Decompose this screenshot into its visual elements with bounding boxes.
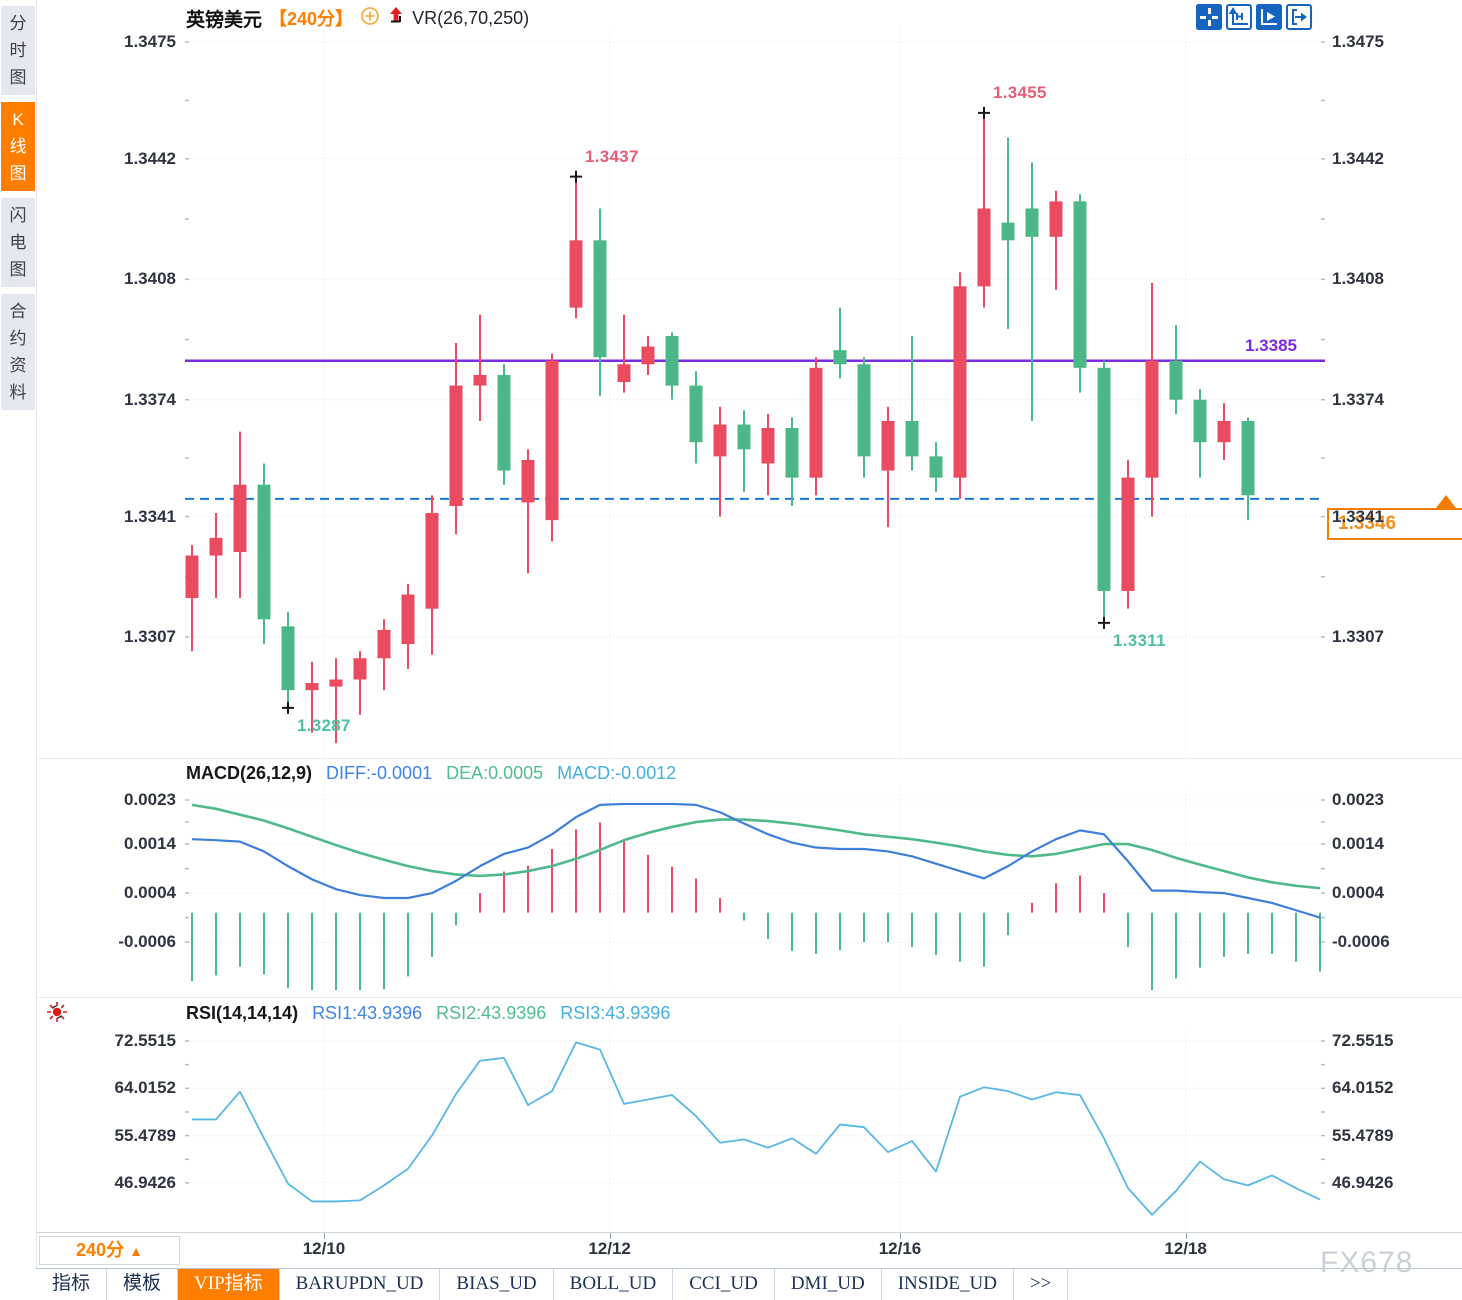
current-price-box: 1.3346: [1327, 507, 1462, 540]
x-axis-tick: [609, 1233, 611, 1239]
x-axis-date-12/16: 12/16: [878, 1239, 922, 1258]
y-axis-tick-right: 1.3475: [1332, 32, 1384, 51]
indicator-tab-模板[interactable]: 模板: [107, 1269, 179, 1300]
y-axis-tick-right: 72.5515: [1332, 1031, 1394, 1050]
indicator-tab-DMI_UD[interactable]: DMI_UD: [775, 1269, 882, 1300]
y-axis-tick-right: 1.3374: [1332, 389, 1384, 409]
indicator-tab->>[interactable]: >>: [1014, 1269, 1069, 1300]
export-icon[interactable]: [1286, 4, 1312, 30]
rsi-chart-canvas[interactable]: [185, 1030, 1325, 1232]
period-button-arrow-icon: ▲: [129, 1243, 143, 1259]
indicator-tab-BOLL_UD[interactable]: BOLL_UD: [554, 1269, 674, 1300]
y-axis-tick-right: 0.0014: [1332, 834, 1384, 854]
y-axis-tick-left: 0.0004: [124, 883, 176, 903]
y-axis-tick-left: 64.0152: [114, 1078, 176, 1098]
x-axis-tick: [324, 1233, 325, 1239]
y-axis-tick-left: 72.5515: [114, 1031, 176, 1050]
period-button-label: 240分: [76, 1240, 125, 1260]
x-axis-tick: [900, 1233, 901, 1239]
macd-diff-readout: DIFF:-0.0001: [326, 763, 433, 783]
y-axis-tick-right: 55.4789: [1332, 1125, 1394, 1145]
rsi-title: RSI(14,14,14): [186, 1003, 299, 1023]
y-axis-tick-right: 1.3307: [1332, 627, 1384, 646]
y-axis-tick-left: 46.9426: [114, 1172, 176, 1192]
watermark: FX678: [1320, 1246, 1414, 1279]
add-indicator-icon[interactable]: [360, 6, 380, 31]
panel-separator: [36, 997, 1462, 998]
x-axis-date-12/18: 12/18: [1164, 1239, 1207, 1258]
crosshair-icon[interactable]: [1196, 4, 1222, 30]
price-annotation-1.3455: 1.3455: [993, 82, 1047, 102]
symbol-title: 英镑美元: [186, 9, 263, 31]
macd-title: MACD(26,12,9): [186, 763, 313, 783]
vr-indicator-label[interactable]: VR(26,70,250): [412, 7, 530, 28]
rsi1-readout: RSI1:43.9396: [312, 1003, 423, 1023]
resistance-price-label: 1.3385: [1245, 335, 1297, 355]
indicator-tab-bar: 指标 模板 VIP指标 BARUPDN_UD BIAS_UD BOLL_UD CCI_UD D…: [36, 1268, 1462, 1300]
price-chart-canvas[interactable]: [185, 30, 1325, 758]
price-annotation-1.3437: 1.3437: [585, 146, 639, 166]
y-axis-tick-left: -0.0006: [118, 932, 176, 952]
y-axis-tick-left: 0.0023: [124, 790, 176, 809]
axis-play-icon[interactable]: [1256, 4, 1282, 30]
rsi2-readout: RSI2:43.9396: [436, 1003, 547, 1023]
period-label[interactable]: 【240分】: [269, 9, 354, 29]
price-up-arrow-icon: [387, 5, 405, 32]
y-axis-tick-left: 1.3408: [124, 269, 176, 289]
panel-separator: [36, 758, 1462, 759]
indicator-tab-CCI_UD[interactable]: CCI_UD: [673, 1269, 775, 1300]
sidebar-tab-4[interactable]: 合约资料: [1, 294, 35, 410]
price-annotation-1.3287: 1.3287: [297, 715, 351, 735]
indicator-tab-指标[interactable]: 指标: [36, 1269, 108, 1300]
indicator-tab-BARUPDN_UD[interactable]: BARUPDN_UD: [280, 1269, 441, 1300]
alert-dot-icon[interactable]: [44, 999, 70, 1025]
macd-chart-canvas[interactable]: [185, 790, 1325, 990]
price-annotation-1.3311: 1.3311: [1113, 630, 1166, 650]
indicator-tab-VIP指标[interactable]: VIP指标: [178, 1269, 280, 1300]
x-axis-tick: [1185, 1233, 1187, 1239]
sidebar-tab-3[interactable]: 闪电图: [1, 198, 35, 287]
y-axis-tick-right: 46.9426: [1332, 1172, 1394, 1192]
y-axis-tick-right: 0.0004: [1332, 883, 1384, 903]
y-axis-tick-right: 64.0152: [1332, 1078, 1394, 1098]
indicator-tab-INSIDE_UD[interactable]: INSIDE_UD: [882, 1269, 1014, 1300]
chart-header: 英镑美元 【240分】 VR(26,70,250): [186, 5, 529, 31]
macd-dea-readout: DEA:0.0005: [446, 763, 544, 783]
y-axis-tick-right: -0.0006: [1332, 932, 1390, 952]
y-axis-tick-right: 1.3408: [1332, 269, 1384, 289]
macd-hist-readout: MACD:-0.0012: [557, 763, 677, 783]
y-axis-tick-left: 1.3442: [124, 148, 176, 168]
rsi3-readout: RSI3:43.9396: [560, 1003, 671, 1023]
y-axis-tick-left: 55.4789: [114, 1125, 176, 1145]
y-axis-tick-right: 0.0023: [1332, 790, 1384, 809]
indicator-tab-BIAS_UD[interactable]: BIAS_UD: [440, 1269, 554, 1300]
chart-toolbar: [1196, 4, 1312, 30]
macd-header: MACD(26,12,9) DIFF:-0.0001 DEA:0.0005 MA…: [186, 763, 676, 784]
current-price-marker-icon: [1436, 494, 1456, 508]
y-axis-tick-left: 1.3307: [124, 627, 176, 646]
rsi-header: RSI(14,14,14) RSI1:43.9396 RSI2:43.9396 …: [186, 1003, 670, 1024]
x-axis-date-12/12: 12/12: [588, 1239, 631, 1258]
y-axis-tick-left: 0.0014: [124, 834, 176, 854]
panel-separator: [36, 1232, 1462, 1233]
x-axis-date-12/10: 12/10: [302, 1239, 346, 1258]
y-axis-tick-left: 1.3475: [124, 32, 176, 51]
y-axis-tick-left: 1.3341: [124, 506, 176, 526]
period-selector-button[interactable]: 240分 ▲: [39, 1236, 180, 1265]
sidebar-tab-1[interactable]: 分时图: [1, 6, 35, 95]
y-axis-tick-right: 1.3442: [1332, 148, 1384, 168]
y-axis-tick-left: 1.3374: [124, 389, 176, 409]
axis-scale-icon[interactable]: [1226, 4, 1252, 30]
y-axis-tick-right: 1.3341: [1332, 506, 1384, 526]
